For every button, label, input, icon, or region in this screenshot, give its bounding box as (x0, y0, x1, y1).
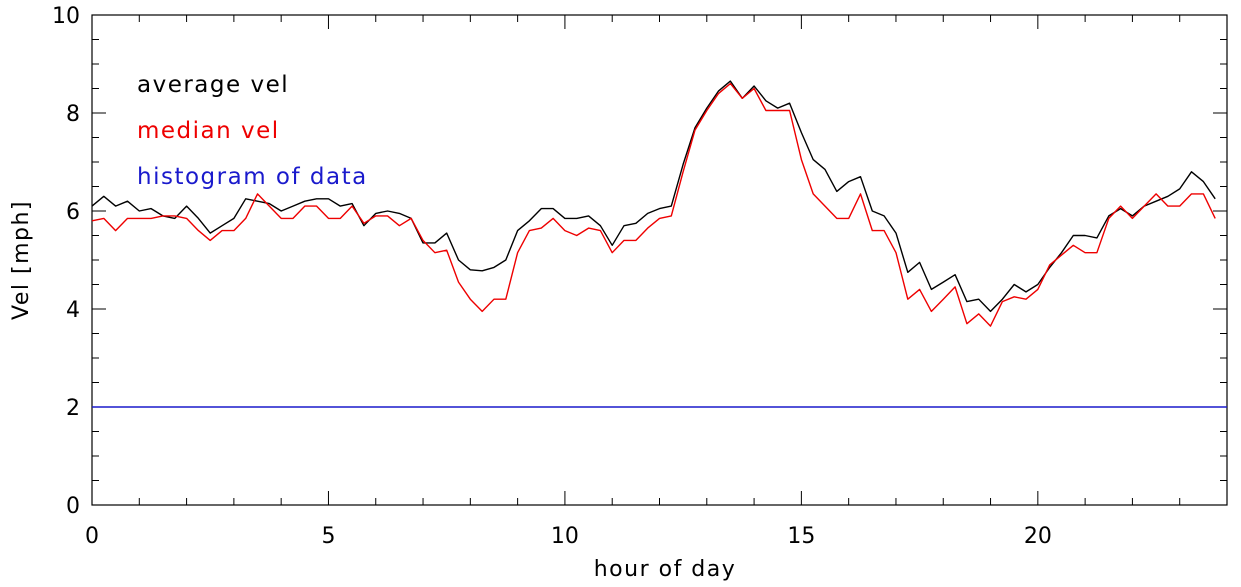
x-tick-label: 10 (551, 524, 579, 549)
legend-entry-histogram-of-data: histogram of data (137, 164, 368, 190)
series-lines (91, 80, 1227, 408)
series-line-median-vel (91, 82, 1216, 327)
y-tick-label: 2 (66, 396, 80, 421)
y-axis-label: Vel [mph] (9, 200, 34, 320)
y-tick-label: 8 (66, 102, 80, 127)
legend-entry-median-vel: median vel (137, 118, 280, 144)
x-tick-label: 0 (85, 524, 99, 549)
x-tick-label: 5 (321, 524, 335, 549)
y-tick-label: 10 (52, 4, 80, 29)
x-tick-label: 15 (787, 524, 815, 549)
y-tick-label: 6 (66, 200, 80, 225)
axis-tick-labels: 0 5 10 15 20 0 2 4 6 8 10 (52, 4, 1052, 549)
series-line-average-vel (91, 80, 1216, 313)
y-tick-label: 4 (66, 298, 80, 323)
x-tick-label: 20 (1024, 524, 1052, 549)
legend: average vel median vel histogram of data (137, 72, 368, 190)
axis-ticks (91, 14, 1228, 506)
y-tick-label: 0 (66, 494, 80, 519)
legend-entry-average-vel: average vel (137, 72, 289, 98)
x-axis-label: hour of day (594, 557, 737, 582)
